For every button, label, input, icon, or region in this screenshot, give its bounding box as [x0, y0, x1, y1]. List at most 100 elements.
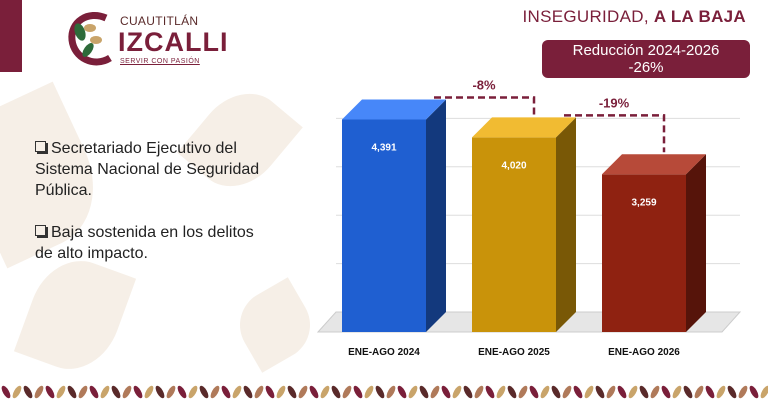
border-motif — [342, 385, 352, 399]
border-motif — [144, 385, 154, 399]
border-motif — [441, 385, 451, 399]
border-motif — [1, 385, 11, 399]
bar-value-label: 3,259 — [631, 197, 656, 208]
border-motif — [364, 385, 374, 399]
border-motif — [353, 385, 363, 399]
border-motif — [375, 385, 385, 399]
border-motif — [287, 385, 297, 399]
border-motif — [210, 385, 220, 399]
bar-front — [472, 137, 556, 332]
page-title-bold: A LA BAJA — [653, 7, 746, 26]
border-motif — [672, 385, 682, 399]
border-motif — [650, 385, 660, 399]
border-motif — [78, 385, 88, 399]
bullet-item: Secretariado Ejecutivo del Sistema Nacio… — [35, 138, 275, 201]
bullet-item: Baja sostenida en los delitos de alto im… — [35, 222, 275, 264]
border-motif — [485, 385, 495, 399]
reduction-badge: Reducción 2024-2026 -26% — [542, 40, 750, 78]
border-motif — [254, 385, 264, 399]
border-motif — [89, 385, 99, 399]
border-motif — [166, 385, 176, 399]
bar-value-label: 4,020 — [501, 160, 526, 171]
border-motif — [760, 385, 768, 399]
logo: CUAUTITLÁN IZCALLI SERVIR CON PASIÓN — [66, 8, 227, 70]
border-motif — [661, 385, 671, 399]
bullet-list: Secretariado Ejecutivo del Sistema Nacio… — [35, 138, 275, 285]
border-motif — [507, 385, 517, 399]
border-motif — [221, 385, 231, 399]
border-motif — [639, 385, 649, 399]
bar-chart: 4,391 ENE-AGO 2024 4,020 ENE-AGO 2025 3,259 E… — [316, 80, 742, 358]
border-motif — [408, 385, 418, 399]
reduction-badge-value: -26% — [628, 59, 664, 76]
change-label: -8% — [472, 80, 496, 92]
border-motif — [617, 385, 627, 399]
logo-main-text: IZCALLI — [118, 27, 229, 57]
category-label: ENE-AGO 2024 — [348, 347, 420, 358]
border-motif — [474, 385, 484, 399]
page-title-regular: INSEGURIDAD, — [522, 7, 654, 26]
bar-side — [686, 154, 706, 332]
border-motif — [67, 385, 77, 399]
checkbox-bullet-icon — [35, 225, 46, 236]
bar-side — [556, 117, 576, 332]
border-motif — [177, 385, 187, 399]
border-motif — [56, 385, 66, 399]
border-motif — [529, 385, 539, 399]
logo-emblem-icon — [68, 12, 112, 66]
border-motif — [111, 385, 121, 399]
border-motif — [694, 385, 704, 399]
logo-top-text: CUAUTITLÁN — [120, 14, 199, 28]
change-connector — [434, 96, 536, 116]
border-motif — [276, 385, 286, 399]
brand-strip — [0, 0, 22, 72]
border-motif — [463, 385, 473, 399]
reduction-badge-period: Reducción 2024-2026 — [572, 42, 720, 59]
border-motif — [738, 385, 748, 399]
bar-top — [602, 154, 706, 175]
border-motif — [23, 385, 33, 399]
border-motif — [320, 385, 330, 399]
border-motif — [265, 385, 275, 399]
bar-value-label: 4,391 — [371, 142, 396, 153]
bullet-text: Baja sostenida en los delitos de alto im… — [35, 224, 254, 262]
category-label: ENE-AGO 2025 — [478, 347, 550, 358]
border-motif — [155, 385, 165, 399]
border-motif — [584, 385, 594, 399]
border-motif — [34, 385, 44, 399]
change-connector — [564, 114, 666, 153]
checkbox-bullet-icon — [35, 141, 46, 152]
bar-front — [342, 119, 426, 332]
change-label: -19% — [599, 95, 630, 110]
bar-side — [426, 99, 446, 332]
border-motif — [595, 385, 605, 399]
border-motif — [331, 385, 341, 399]
border-motif — [243, 385, 253, 399]
border-motif — [683, 385, 693, 399]
logo-tagline: SERVIR CON PASIÓN — [120, 58, 200, 65]
border-motif — [188, 385, 198, 399]
border-motif — [628, 385, 638, 399]
border-motif — [716, 385, 726, 399]
border-motif — [419, 385, 429, 399]
border-motif — [309, 385, 319, 399]
border-motif — [12, 385, 22, 399]
decorative-border — [1, 385, 768, 399]
border-motif — [199, 385, 209, 399]
border-motif — [122, 385, 132, 399]
border-motif — [397, 385, 407, 399]
border-motif — [232, 385, 242, 399]
border-motif — [540, 385, 550, 399]
border-motif — [518, 385, 528, 399]
border-motif — [562, 385, 572, 399]
border-motif — [705, 385, 715, 399]
border-motif — [430, 385, 440, 399]
border-motif — [727, 385, 737, 399]
border-motif — [298, 385, 308, 399]
page-title: INSEGURIDAD, A LA BAJA — [522, 7, 746, 27]
border-motif — [386, 385, 396, 399]
border-motif — [496, 385, 506, 399]
border-motif — [749, 385, 759, 399]
bar-front — [602, 174, 686, 332]
category-label: ENE-AGO 2026 — [608, 347, 680, 358]
